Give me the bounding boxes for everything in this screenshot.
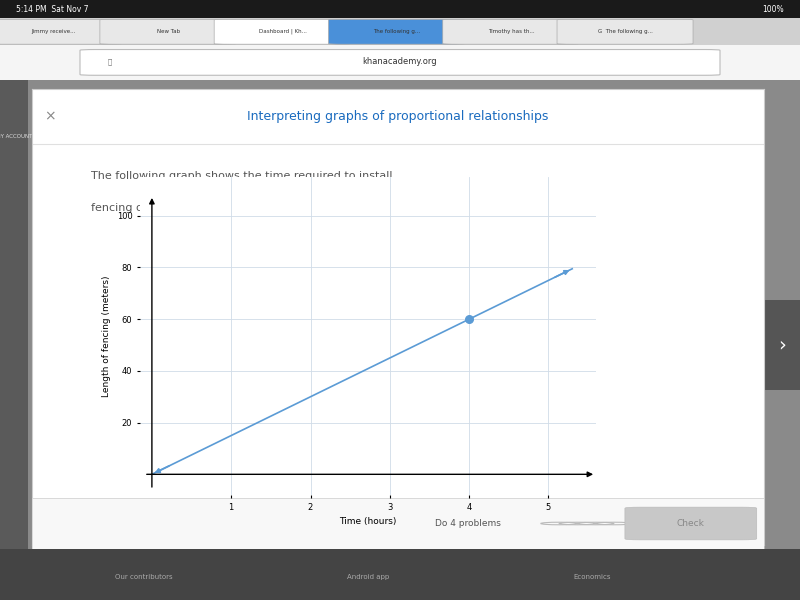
FancyBboxPatch shape: [100, 19, 236, 44]
Text: Economics: Economics: [574, 574, 610, 580]
Text: Android app: Android app: [347, 574, 389, 580]
Y-axis label: Length of fencing (meters): Length of fencing (meters): [102, 275, 111, 397]
Point: [462, 314, 475, 324]
Text: khanacademy.org: khanacademy.org: [362, 57, 438, 66]
Text: 5:14 PM  Sat Nov 7: 5:14 PM Sat Nov 7: [16, 4, 89, 13]
Text: The following g...: The following g...: [374, 29, 421, 34]
FancyBboxPatch shape: [0, 19, 122, 44]
Text: Timothy has th...: Timothy has th...: [488, 29, 534, 34]
Text: Jimmy receive...: Jimmy receive...: [32, 29, 76, 34]
Text: fencing of different lengths.: fencing of different lengths.: [90, 203, 246, 213]
FancyBboxPatch shape: [80, 50, 720, 75]
Text: ×: ×: [45, 109, 56, 123]
Text: G  The following g...: G The following g...: [598, 29, 653, 34]
Bar: [0, 80, 28, 549]
Text: New Tab: New Tab: [157, 29, 180, 34]
FancyBboxPatch shape: [329, 19, 465, 44]
Text: MY ACCOUNT: MY ACCOUNT: [0, 134, 33, 139]
Text: Our contributors: Our contributors: [115, 574, 173, 580]
Text: ›: ›: [778, 335, 786, 355]
X-axis label: Time (hours): Time (hours): [339, 517, 397, 526]
FancyBboxPatch shape: [557, 19, 693, 44]
Text: Check: Check: [677, 519, 705, 528]
Text: The following graph shows the time required to install: The following graph shows the time requi…: [90, 171, 392, 181]
Text: 100%: 100%: [762, 4, 784, 13]
FancyBboxPatch shape: [442, 19, 578, 44]
FancyBboxPatch shape: [214, 19, 350, 44]
Text: 🔒: 🔒: [108, 58, 112, 65]
Text: Dashboard | Kh...: Dashboard | Kh...: [258, 29, 306, 34]
Text: Interpreting graphs of proportional relationships: Interpreting graphs of proportional rela…: [247, 110, 549, 122]
Text: Do 4 problems: Do 4 problems: [434, 519, 501, 528]
FancyBboxPatch shape: [625, 507, 757, 540]
